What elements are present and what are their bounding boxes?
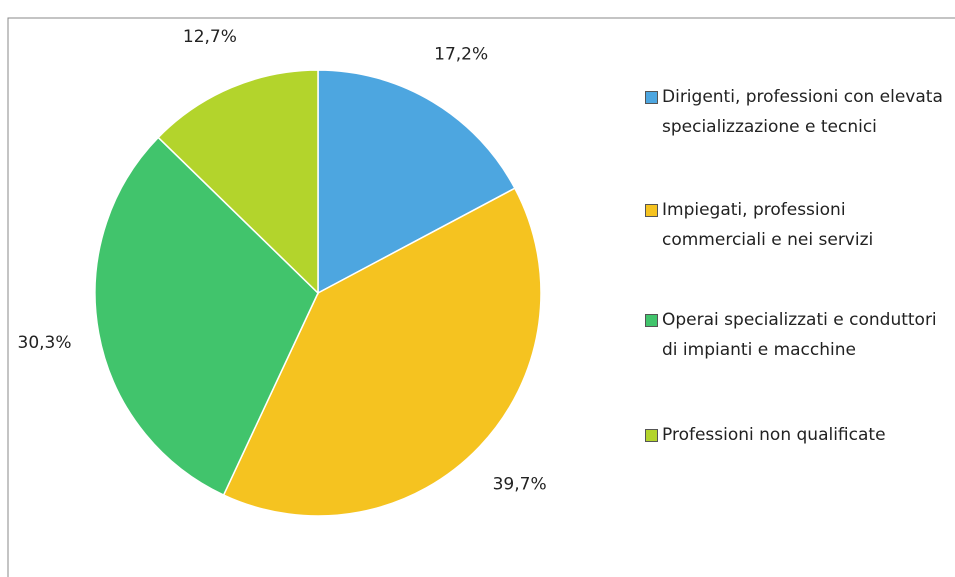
legend-swatch [645, 204, 658, 217]
legend-swatch [645, 91, 658, 104]
data-label: 17,2% [434, 45, 488, 65]
pie-slice [317, 69, 516, 295]
legend-item: Impiegati, professioni commerciali e nei… [645, 195, 945, 255]
legend-item: Professioni non qualificate [645, 420, 945, 450]
data-label: 39,7% [493, 474, 547, 494]
pie-slice [222, 187, 542, 517]
legend-label: Impiegati, professioni commerciali e nei… [662, 200, 874, 250]
pie-slice [94, 136, 319, 497]
data-label: 30,3% [18, 333, 72, 353]
legend-item: Dirigenti, professioni con elevata speci… [645, 82, 945, 142]
legend-swatch [645, 429, 658, 442]
legend-label: Operai specializzati e conduttori di imp… [662, 310, 937, 360]
legend-swatch [645, 314, 658, 327]
legend-label: Dirigenti, professioni con elevata speci… [662, 87, 943, 137]
data-label: 12,7% [183, 27, 237, 47]
legend-label: Professioni non qualificate [662, 425, 886, 445]
legend-item: Operai specializzati e conduttori di imp… [645, 305, 945, 365]
pie-slice [157, 69, 319, 295]
